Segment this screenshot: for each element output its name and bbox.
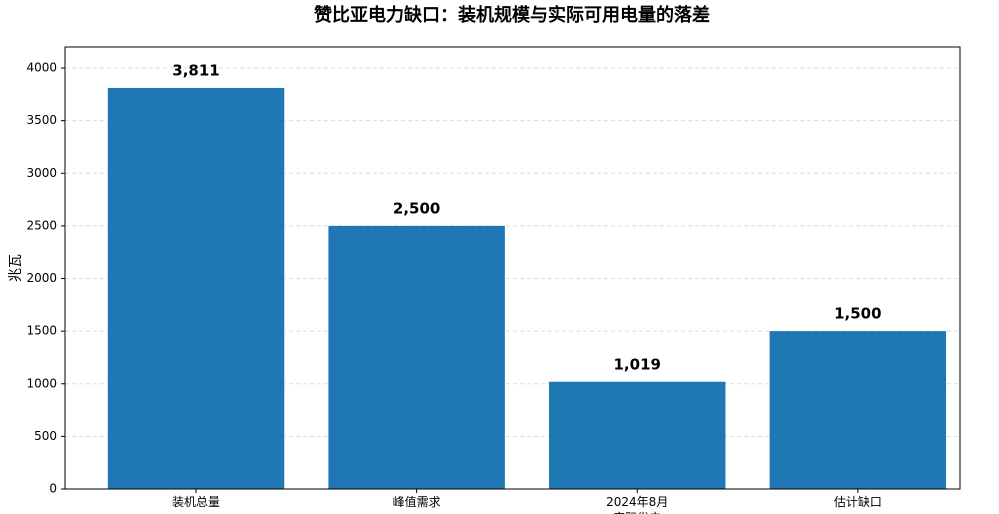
- bar: [328, 225, 505, 489]
- y-tick-label: 2500: [26, 218, 57, 232]
- chart-title: 赞比亚电力缺口：装机规模与实际可用电量的落差: [313, 4, 710, 26]
- x-tick-label: 峰值需求: [392, 495, 441, 509]
- value-label: 2,500: [393, 199, 440, 217]
- y-tick-label: 1000: [26, 376, 57, 390]
- y-tick-label: 2000: [26, 271, 57, 285]
- y-tick-label: 500: [34, 429, 57, 443]
- bar: [107, 87, 285, 489]
- y-tick-label: 1500: [26, 324, 57, 338]
- bar: [548, 381, 726, 489]
- x-tick-label: 装机总量: [172, 495, 221, 509]
- value-label: 1,019: [614, 355, 661, 373]
- bar: [769, 331, 947, 489]
- value-label: 3,811: [172, 61, 219, 79]
- value-label: 1,500: [834, 305, 881, 323]
- y-tick-label: 0: [49, 482, 57, 496]
- plot-frame: [64, 46, 961, 490]
- y-tick-label: 3000: [26, 166, 57, 180]
- x-tick-label: 2024年8月 实际发电: [606, 495, 669, 514]
- y-tick-label: 4000: [26, 61, 57, 75]
- y-axis-label: 兆瓦: [8, 254, 24, 282]
- x-tick-label: 估计缺口: [833, 495, 882, 509]
- y-tick-label: 3500: [26, 113, 57, 127]
